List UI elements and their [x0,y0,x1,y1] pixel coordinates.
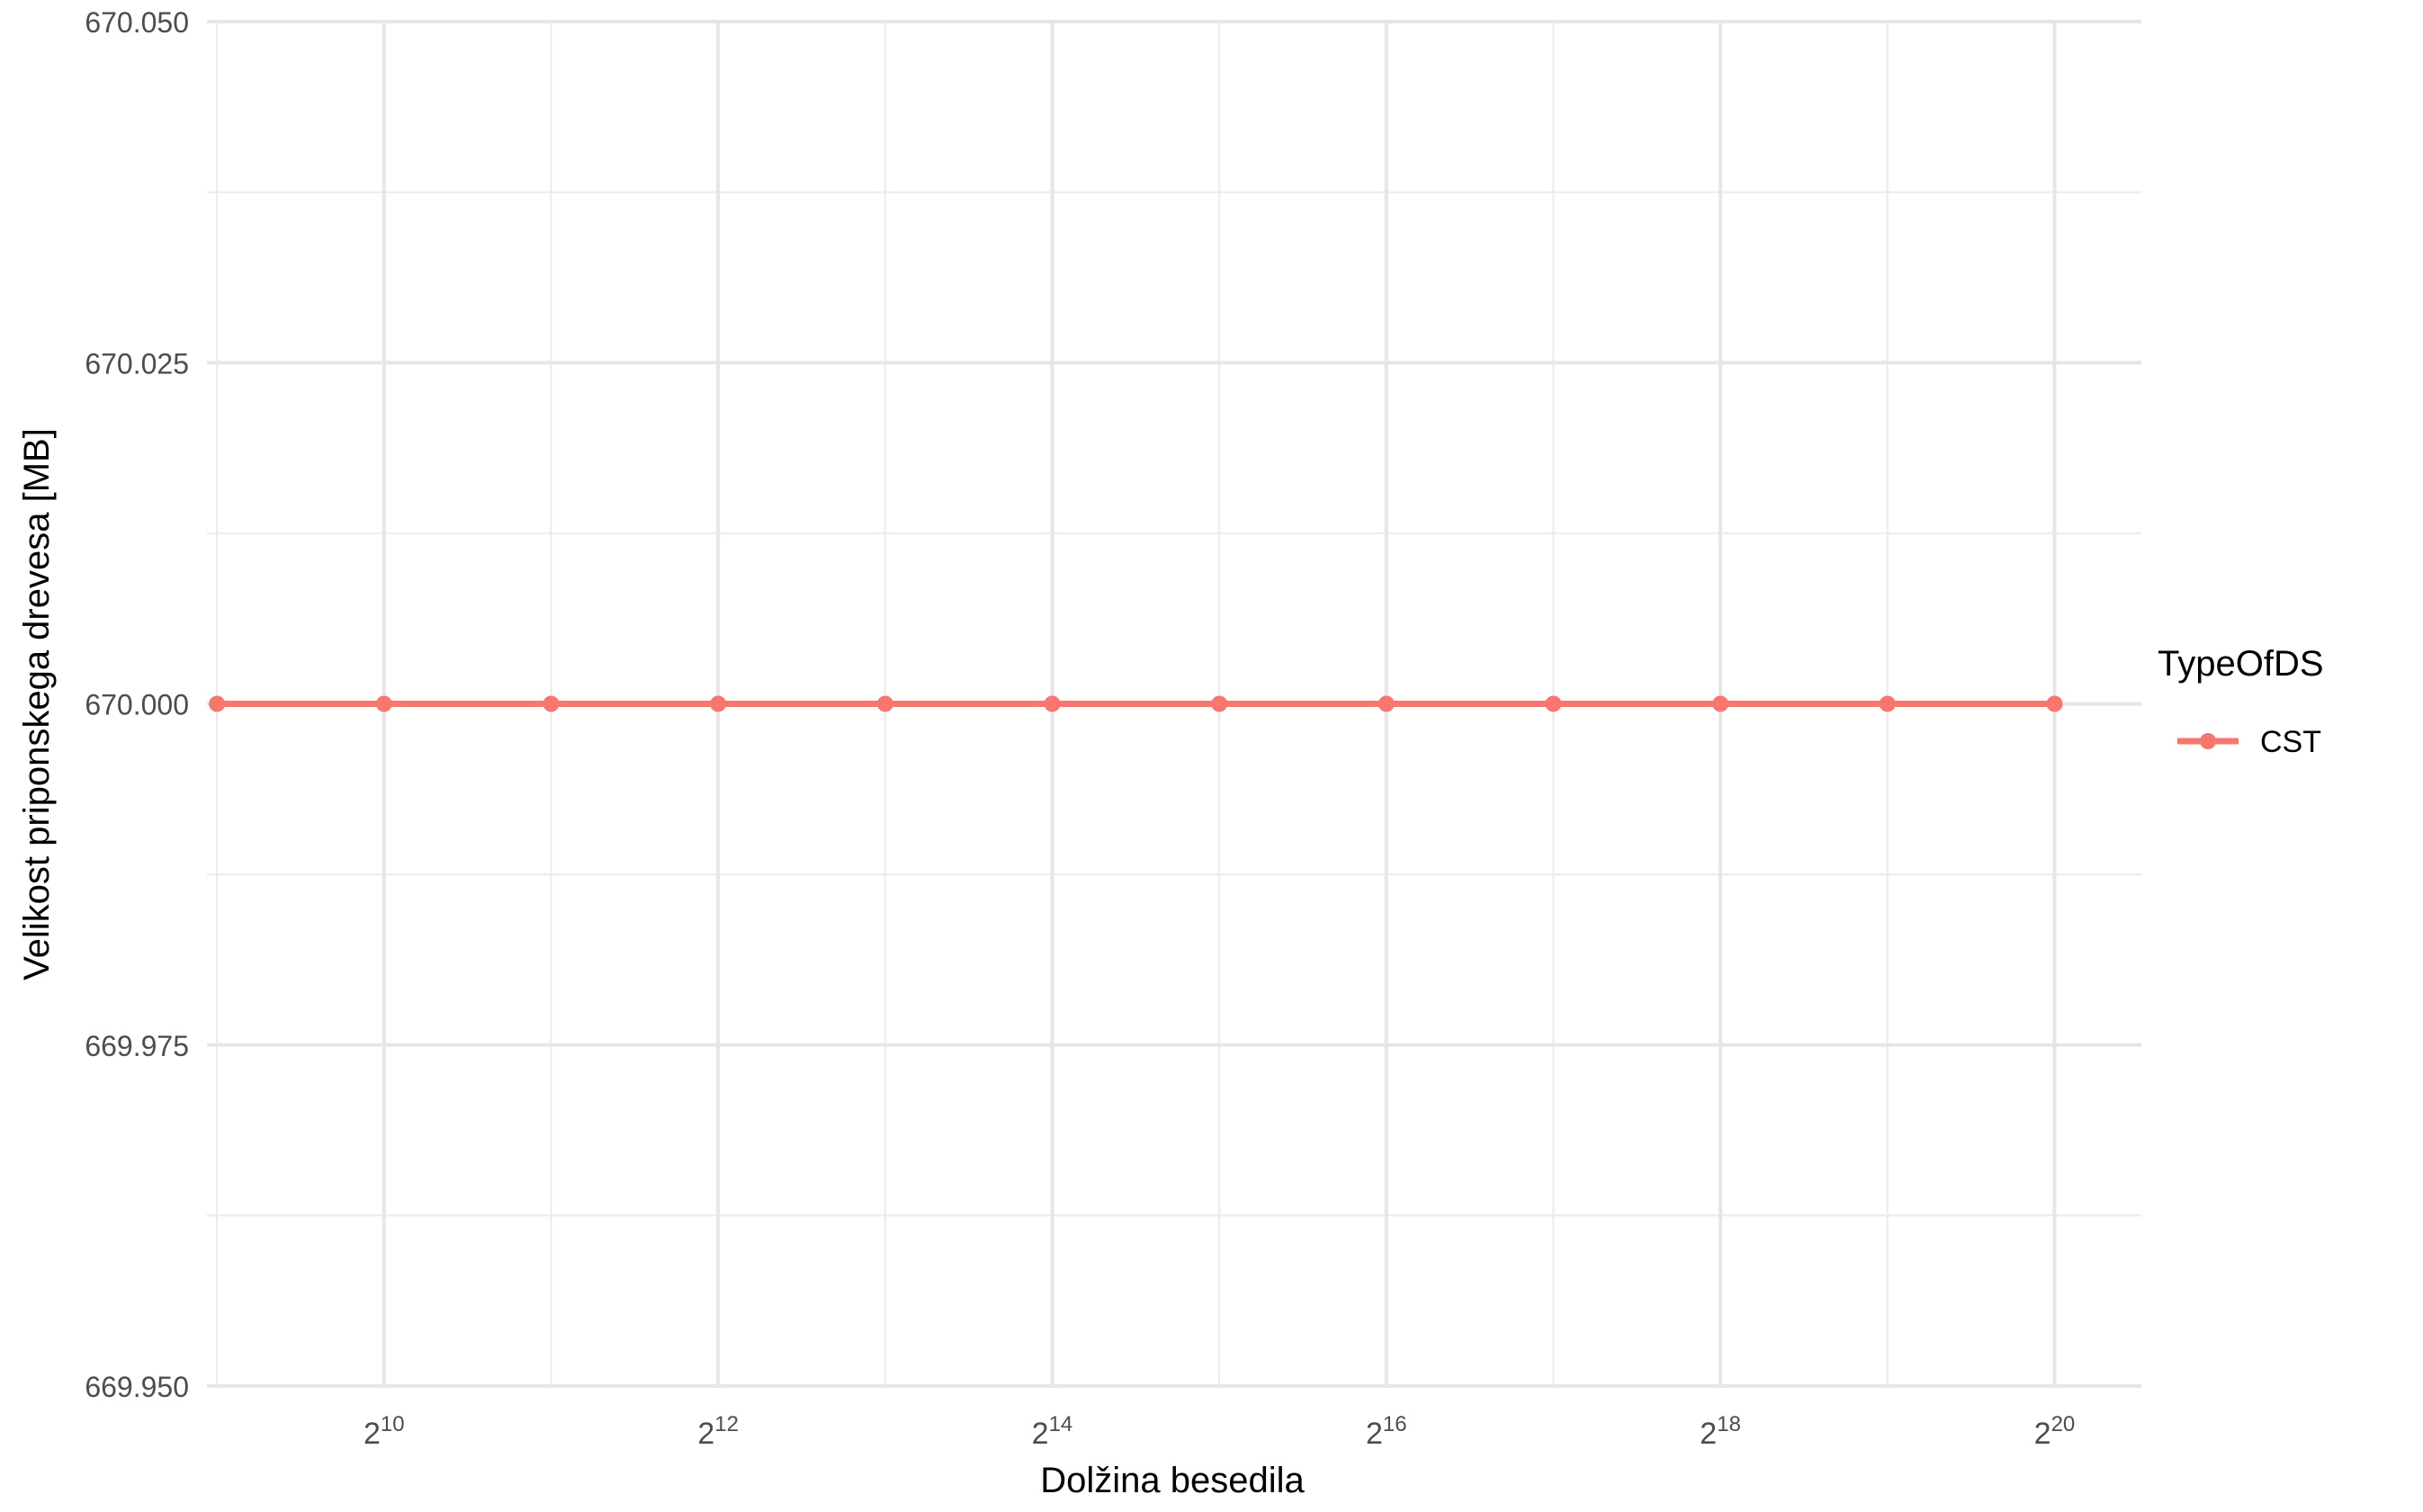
x-tick-label: 212 [697,1412,739,1451]
data-point [1211,695,1228,712]
y-tick-label: 670.000 [85,689,189,721]
x-tick-label: 214 [1032,1412,1073,1451]
data-point [209,695,226,712]
data-point [710,695,727,712]
x-tick-label: 220 [2034,1412,2076,1451]
legend: TypeOfDS CST [2158,644,2324,759]
y-axis-label: Velikost priponskega drevesa [MB] [17,428,57,980]
legend-items: CST [2177,725,2321,759]
data-point [1044,695,1061,712]
legend-key-point [2200,733,2216,749]
legend-item-label: CST [2260,725,2321,759]
data-point [1712,695,1729,712]
data-point [1378,695,1395,712]
data-point [1879,695,1896,712]
x-tick-label: 210 [363,1412,405,1451]
y-tick-label: 670.050 [85,6,189,39]
data-point [876,695,893,712]
y-tick-label: 669.950 [85,1371,189,1403]
data-point [1545,695,1562,712]
x-axis-tick-labels: 210 212 214 216 218 220 [363,1412,2075,1451]
legend-title: TypeOfDS [2158,644,2324,684]
series-layer [209,695,2063,712]
y-tick-label: 669.975 [85,1030,189,1062]
data-point [375,695,392,712]
x-tick-label: 216 [1366,1412,1407,1451]
y-tick-label: 670.025 [85,347,189,380]
data-point [543,695,560,712]
data-point [2046,695,2063,712]
x-axis-label: Dolžina besedila [1040,1461,1305,1500]
y-axis-tick-labels: 669.950 669.975 670.000 670.025 670.050 [85,6,189,1403]
x-tick-label: 218 [1700,1412,1741,1451]
